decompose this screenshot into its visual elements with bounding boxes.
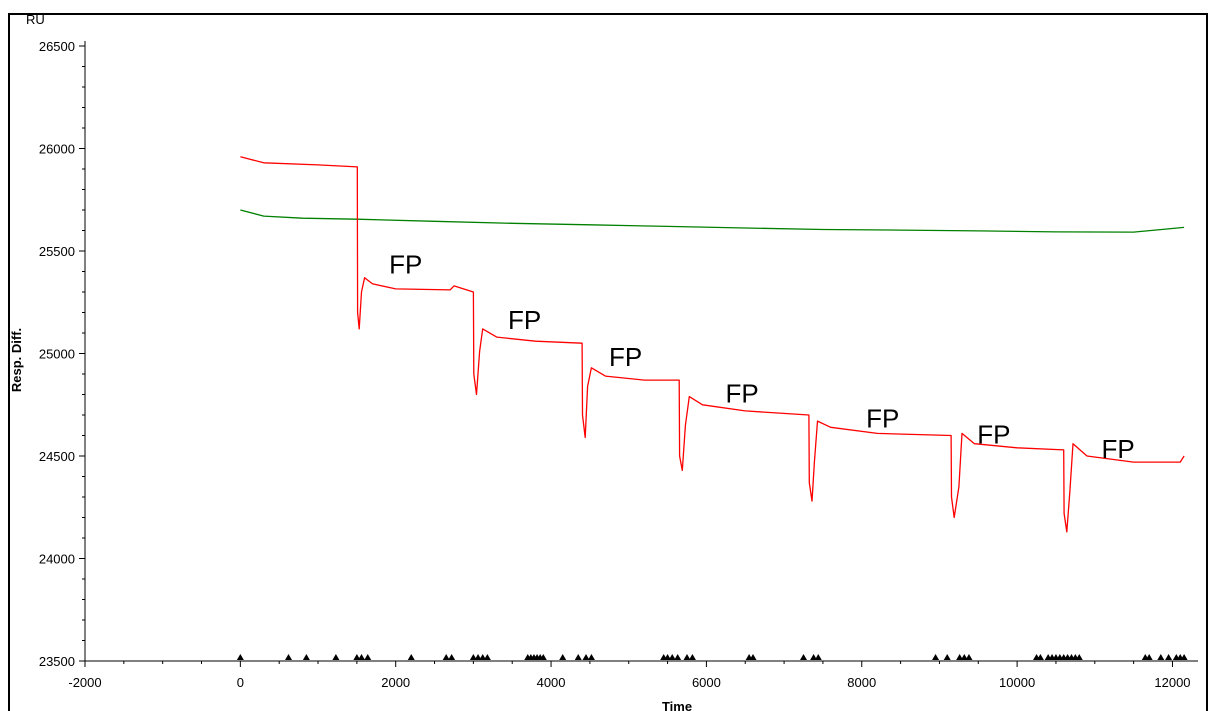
plot-border-top xyxy=(8,13,1208,15)
x-tick-label: 6000 xyxy=(692,675,721,690)
y-unit-label: RU xyxy=(26,12,45,27)
event-marker xyxy=(469,654,477,660)
plot-border-left xyxy=(8,13,10,711)
event-marker xyxy=(683,654,691,660)
axes: 23500 24000 24500 25000 25500 26000 26500 -2000… xyxy=(39,39,1198,690)
event-marker xyxy=(664,654,672,660)
event-marker xyxy=(1165,654,1173,660)
event-marker xyxy=(668,654,676,660)
series-line-0 xyxy=(240,209,1185,233)
event-marker xyxy=(965,654,973,660)
event-marker xyxy=(587,654,595,660)
event-marker xyxy=(539,654,547,660)
event-marker xyxy=(358,654,366,660)
event-marker xyxy=(1075,654,1083,660)
x-tick-label: 8000 xyxy=(847,675,876,690)
event-marker xyxy=(688,654,696,660)
event-marker xyxy=(932,654,940,660)
event-marker xyxy=(800,654,808,660)
event-marker xyxy=(1036,654,1044,660)
event-marker xyxy=(1157,654,1165,660)
event-marker xyxy=(1145,654,1153,660)
event-marker xyxy=(285,654,293,660)
event-marker xyxy=(960,654,968,660)
y-tick-label: 25500 xyxy=(39,244,75,259)
x-tick-label: 2000 xyxy=(381,675,410,690)
fp-annotation: FP xyxy=(977,420,1010,450)
event-marker xyxy=(574,654,582,660)
fp-annotation: FP xyxy=(508,305,541,335)
event-marker xyxy=(364,654,372,660)
event-marker xyxy=(749,654,757,660)
event-marker xyxy=(479,654,487,660)
series-layer xyxy=(240,156,1185,533)
event-marker xyxy=(674,654,682,660)
x-tick-label: 12000 xyxy=(1154,675,1190,690)
event-marker xyxy=(407,654,415,660)
fp-annotation: FP xyxy=(389,250,422,280)
series-line-1 xyxy=(240,156,1185,533)
event-marker xyxy=(943,654,951,660)
event-marker xyxy=(442,654,450,660)
event-marker xyxy=(353,654,361,660)
event-marker xyxy=(332,654,340,660)
event-marker xyxy=(814,654,822,660)
event-marker xyxy=(302,654,310,660)
fp-annotation: FP xyxy=(726,379,759,409)
y-tick-label: 25000 xyxy=(39,347,75,362)
event-marker xyxy=(483,654,491,660)
fp-annotation: FP xyxy=(1101,434,1134,464)
event-marker xyxy=(956,654,964,660)
event-marker xyxy=(810,654,818,660)
x-axis-title: Time xyxy=(662,699,692,711)
y-tick-label: 24500 xyxy=(39,449,75,464)
x-tick-label: 4000 xyxy=(537,675,566,690)
fp-annotation: FP xyxy=(609,342,642,372)
event-marker xyxy=(236,654,244,660)
event-marker xyxy=(559,654,567,660)
y-tick-label: 24000 xyxy=(39,552,75,567)
event-marker xyxy=(474,654,482,660)
fp-annotation: FP xyxy=(866,403,899,433)
event-marker xyxy=(448,654,456,660)
plot-border-right xyxy=(1206,13,1208,711)
event-marker-layer xyxy=(236,654,1188,660)
event-marker xyxy=(1180,654,1188,660)
event-marker xyxy=(582,654,590,660)
y-tick-label: 26000 xyxy=(39,142,75,157)
y-tick-label: 26500 xyxy=(39,39,75,54)
x-tick-label: 10000 xyxy=(999,675,1035,690)
annotation-layer: FP FP FP FP FP FP FP xyxy=(389,250,1135,465)
x-tick-label: 0 xyxy=(237,675,244,690)
y-tick-label: 23500 xyxy=(39,654,75,669)
y-axis-title: Resp. Diff. xyxy=(9,328,24,392)
x-tick-label: -2000 xyxy=(68,675,101,690)
